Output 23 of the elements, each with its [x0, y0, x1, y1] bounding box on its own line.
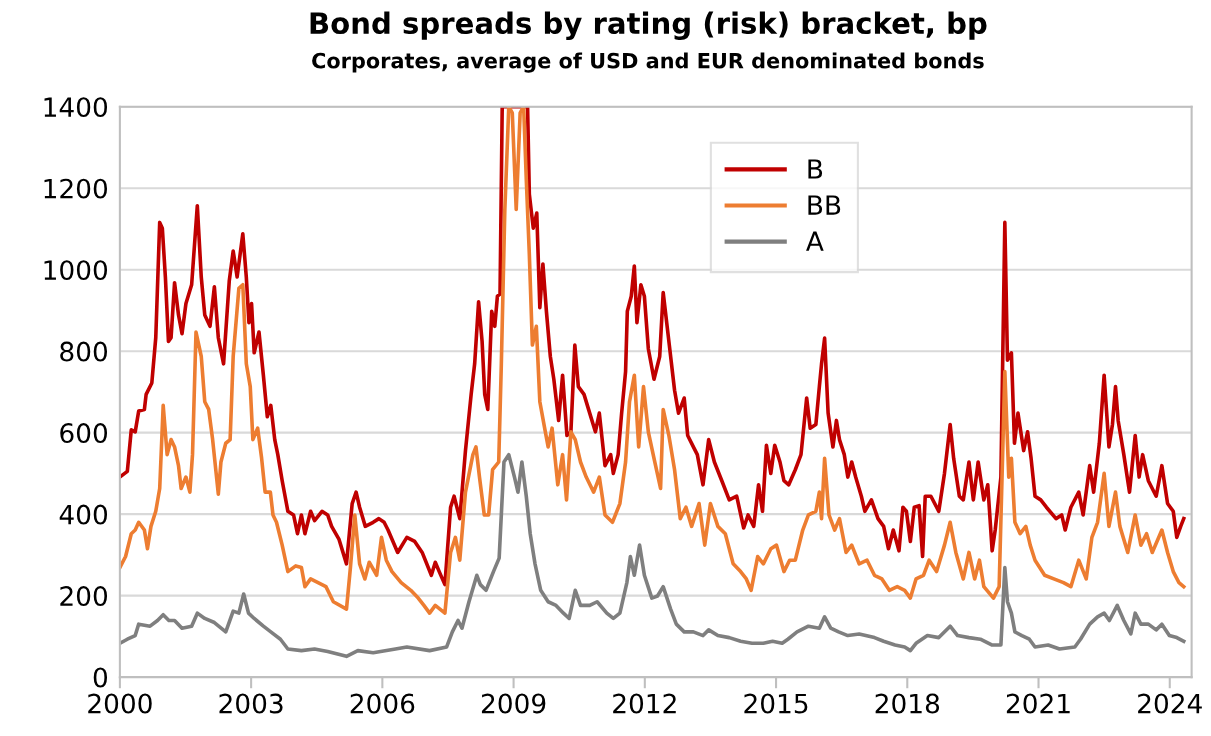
x-tick-label: 2018 [875, 693, 940, 714]
x-tick-label: 2006 [350, 693, 415, 714]
x-tick-label: 2009 [481, 693, 546, 714]
legend-label: A [806, 231, 824, 251]
y-tick-label: 800 [60, 341, 108, 362]
x-tick-label: 2015 [744, 693, 808, 714]
y-tick-label: 0 [93, 667, 108, 688]
legend-label: B [808, 159, 823, 179]
y-tick-label: 600 [60, 423, 108, 444]
y-tick-label: 400 [59, 504, 108, 525]
y-tick-label: 1200 [44, 178, 108, 199]
y-tick-label: 200 [60, 586, 108, 607]
x-tick-label: 2024 [1138, 693, 1202, 714]
x-tick-label: 2003 [219, 693, 283, 714]
legend-label: BB [808, 195, 841, 215]
line-series [119, 452, 1186, 659]
y-tick-label: 1000 [44, 260, 108, 281]
x-tick-label: 2012 [613, 693, 676, 714]
y-tick-label: 1400 [44, 97, 108, 118]
x-tick-label: 2021 [1006, 693, 1070, 714]
chart-subtitle: Corporates, average of USD and EUR denominated bonds [312, 52, 984, 73]
x-tick-label: 2000 [88, 693, 152, 714]
chart-title: Bond spreads by rating (risk) bracket, bp [310, 11, 987, 40]
